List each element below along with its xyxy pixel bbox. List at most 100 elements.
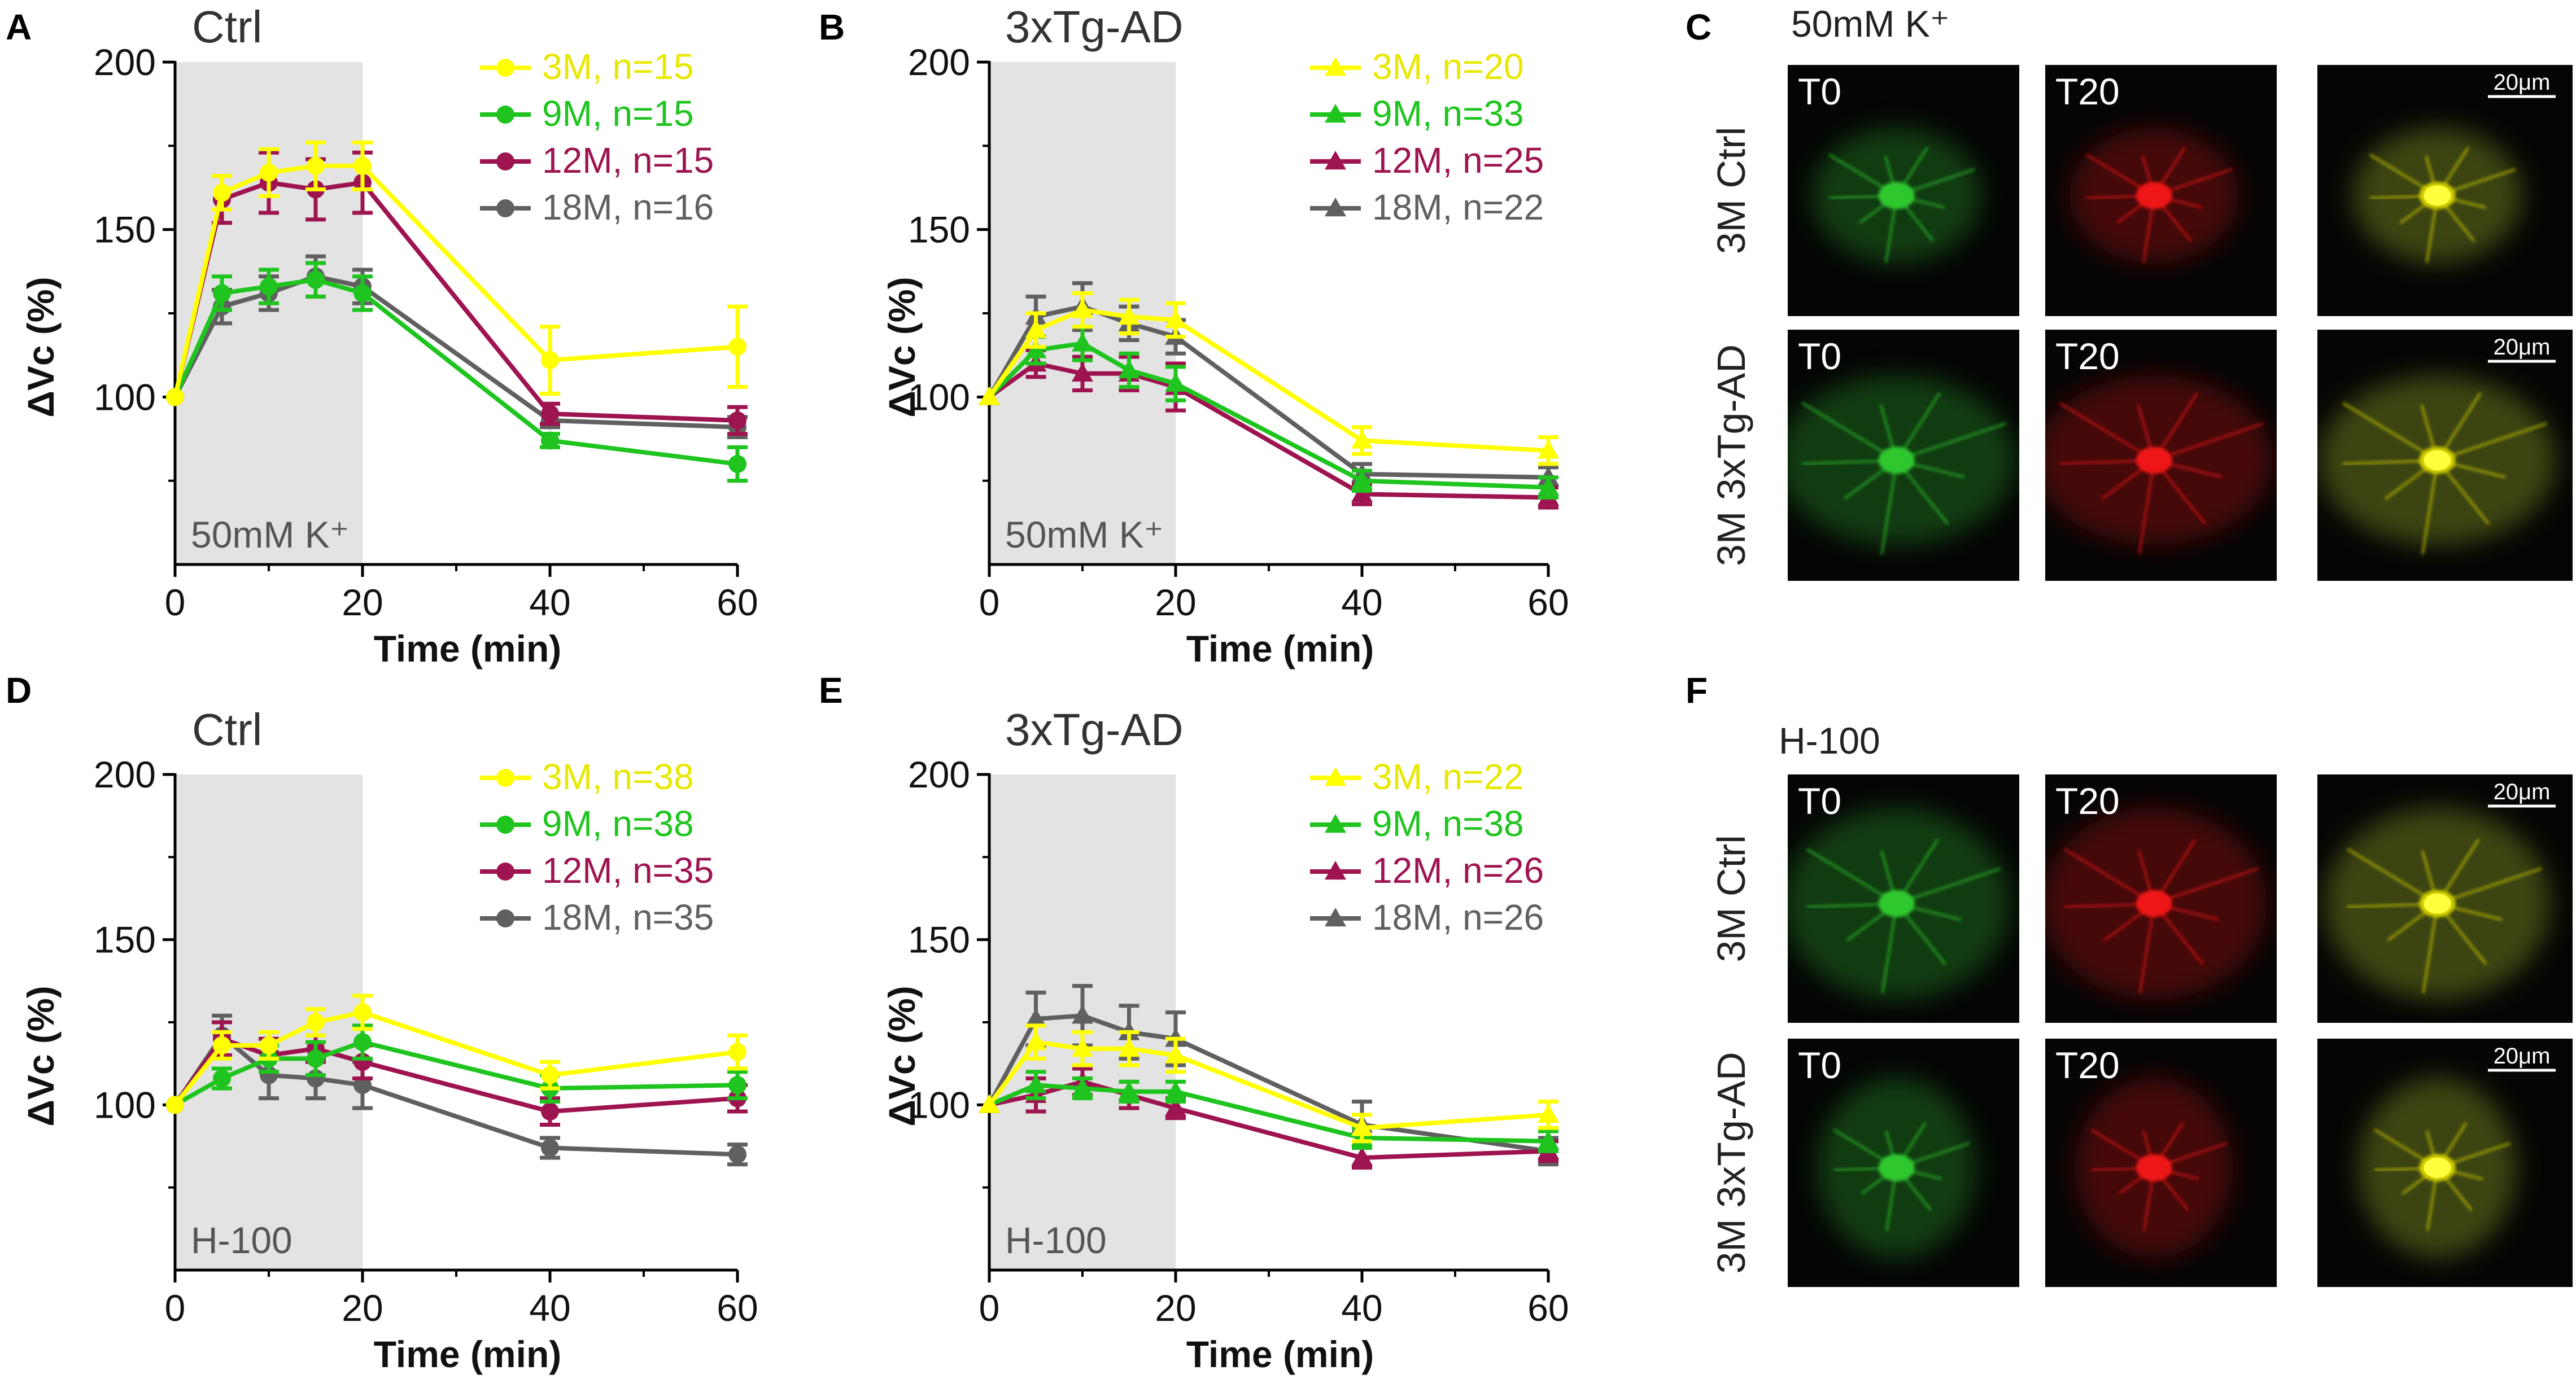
micrograph-tile-merge: 20μm <box>2317 65 2573 316</box>
legend-item-9M: 9M, n=15 <box>480 93 694 134</box>
data-point <box>260 277 278 296</box>
data-point <box>541 1066 559 1084</box>
legend-item-18M: 18M, n=22 <box>1310 187 1544 227</box>
legend-marker <box>496 909 514 927</box>
y-axis-title: ΔVc (%) <box>881 986 923 1126</box>
data-point <box>1351 483 1373 502</box>
scale-bar-label: 20μm <box>2494 780 2551 804</box>
legend-label: 12M, n=26 <box>1372 850 1544 891</box>
data-point <box>260 163 278 182</box>
micrograph-tile-merge: 20μm <box>2317 330 2573 581</box>
timepoint-label: T20 <box>2055 780 2120 822</box>
data-point <box>541 351 559 370</box>
timepoint-label: T20 <box>2055 71 2120 112</box>
micrograph-tile-merge: 20μm <box>2317 1039 2573 1287</box>
cell-soma <box>2136 447 2172 474</box>
micrograph-tile-green: T0 <box>1788 330 2019 581</box>
data-point <box>307 1049 325 1068</box>
data-point <box>1165 309 1186 329</box>
x-axis-title: Time (min) <box>374 628 561 669</box>
micrograph-tile-merge: 20μm <box>2317 774 2573 1023</box>
x-tick-label: 60 <box>717 1287 758 1329</box>
data-point <box>1072 299 1093 318</box>
legend-marker <box>496 106 514 124</box>
timepoint-label: T20 <box>2055 1044 2120 1086</box>
panel-letter: E <box>819 670 843 711</box>
timepoint-label: T0 <box>1798 71 1841 112</box>
timepoint-label: T0 <box>1798 335 1841 377</box>
y-tick-label: 150 <box>908 209 970 251</box>
timepoint-label: T0 <box>1798 1044 1841 1086</box>
micrograph-tile-red: T20 <box>2045 65 2277 316</box>
data-point <box>307 270 325 289</box>
cell-process <box>2422 903 2439 993</box>
legend-item-18M: 18M, n=16 <box>480 187 714 227</box>
cell-process <box>2421 460 2439 555</box>
legend-item-12M: 12M, n=15 <box>480 140 714 181</box>
image-row: 3M 3xTg-AD T0 T20 20μm <box>1709 1039 2573 1287</box>
data-point <box>307 1013 325 1031</box>
cell-soma <box>2136 182 2172 209</box>
legend-label: 9M, n=33 <box>1372 93 1524 134</box>
cell-process <box>2342 402 2438 462</box>
data-point <box>1351 430 1373 449</box>
data-point <box>1072 362 1093 382</box>
x-tick-label: 0 <box>979 581 1000 623</box>
data-point <box>1025 319 1047 338</box>
data-point <box>1118 1080 1140 1100</box>
x-tick-label: 0 <box>979 1287 1000 1329</box>
data-point <box>213 284 231 303</box>
data-point <box>728 338 746 356</box>
legend-marker <box>496 152 514 170</box>
data-point <box>1118 359 1140 379</box>
series-9M <box>166 261 748 483</box>
data-point <box>1118 1038 1140 1057</box>
data-point <box>1118 305 1140 325</box>
legend-label: 9M, n=38 <box>542 803 694 844</box>
chart-panel-D: D Ctrl H-100 100 150 200 0 20 40 60 Time (min) ΔVc … <box>6 670 758 1375</box>
y-tick-label: 200 <box>94 41 156 83</box>
chart-panel-B: B 3xTg-AD 50mM K⁺ 100 150 200 0 20 40 60 Time (min… <box>819 2 1569 669</box>
data-point <box>353 284 372 303</box>
x-tick-label: 60 <box>1527 581 1569 623</box>
x-tick-label: 60 <box>717 581 758 623</box>
legend-label: 12M, n=15 <box>542 140 714 181</box>
legend-label: 12M, n=35 <box>542 850 714 891</box>
micrograph-tile-green: T0 <box>1788 65 2019 316</box>
data-point <box>213 1069 231 1088</box>
legend-label: 9M, n=38 <box>1372 803 1524 844</box>
legend-item-12M: 12M, n=25 <box>1310 140 1544 181</box>
data-point <box>213 1036 231 1054</box>
row-label: 3M Ctrl <box>1709 835 1753 962</box>
y-tick-label: 100 <box>908 1084 970 1126</box>
data-point <box>1072 1038 1093 1057</box>
legend-item-18M: 18M, n=35 <box>480 897 714 938</box>
chart-panel-E: E 3xTg-AD H-100 100 150 200 0 20 40 60 Time (min) Δ… <box>819 670 1569 1375</box>
legend-marker <box>1325 908 1346 927</box>
legend-label: 3M, n=38 <box>542 756 694 797</box>
cell-process <box>2138 460 2155 555</box>
data-point <box>166 1096 184 1114</box>
chart-title: 3xTg-AD <box>1005 704 1184 755</box>
cell-process <box>2059 402 2155 462</box>
data-point <box>541 405 559 423</box>
chart-title: Ctrl <box>192 704 262 755</box>
data-point <box>541 1102 559 1121</box>
image-panel-C: C 50mM K⁺ 3M Ctrl T0 T20 20μm 3M 3xTg-AD T0 T20 2… <box>1686 3 2573 581</box>
y-axis-title: ΔVc (%) <box>881 277 923 417</box>
stimulus-label: H-100 <box>1005 1219 1107 1261</box>
chart-panel-A: A Ctrl 50mM K⁺ 100 150 200 0 20 40 60 Time (min) ΔV… <box>6 2 758 669</box>
chart-title: 3xTg-AD <box>1005 2 1184 52</box>
legend-marker <box>496 199 514 217</box>
stimulus-label: 50mM K⁺ <box>1005 514 1164 555</box>
cell-soma <box>1878 1154 1915 1181</box>
x-tick-label: 40 <box>1341 1287 1382 1329</box>
legend-item-18M: 18M, n=26 <box>1310 897 1544 938</box>
x-tick-label: 20 <box>342 1287 383 1329</box>
row-label: 3M 3xTg-AD <box>1709 1052 1753 1274</box>
x-tick-label: 40 <box>529 581 570 623</box>
data-point <box>353 1003 372 1022</box>
legend-marker <box>1325 151 1346 170</box>
cell-process <box>1801 402 1897 462</box>
